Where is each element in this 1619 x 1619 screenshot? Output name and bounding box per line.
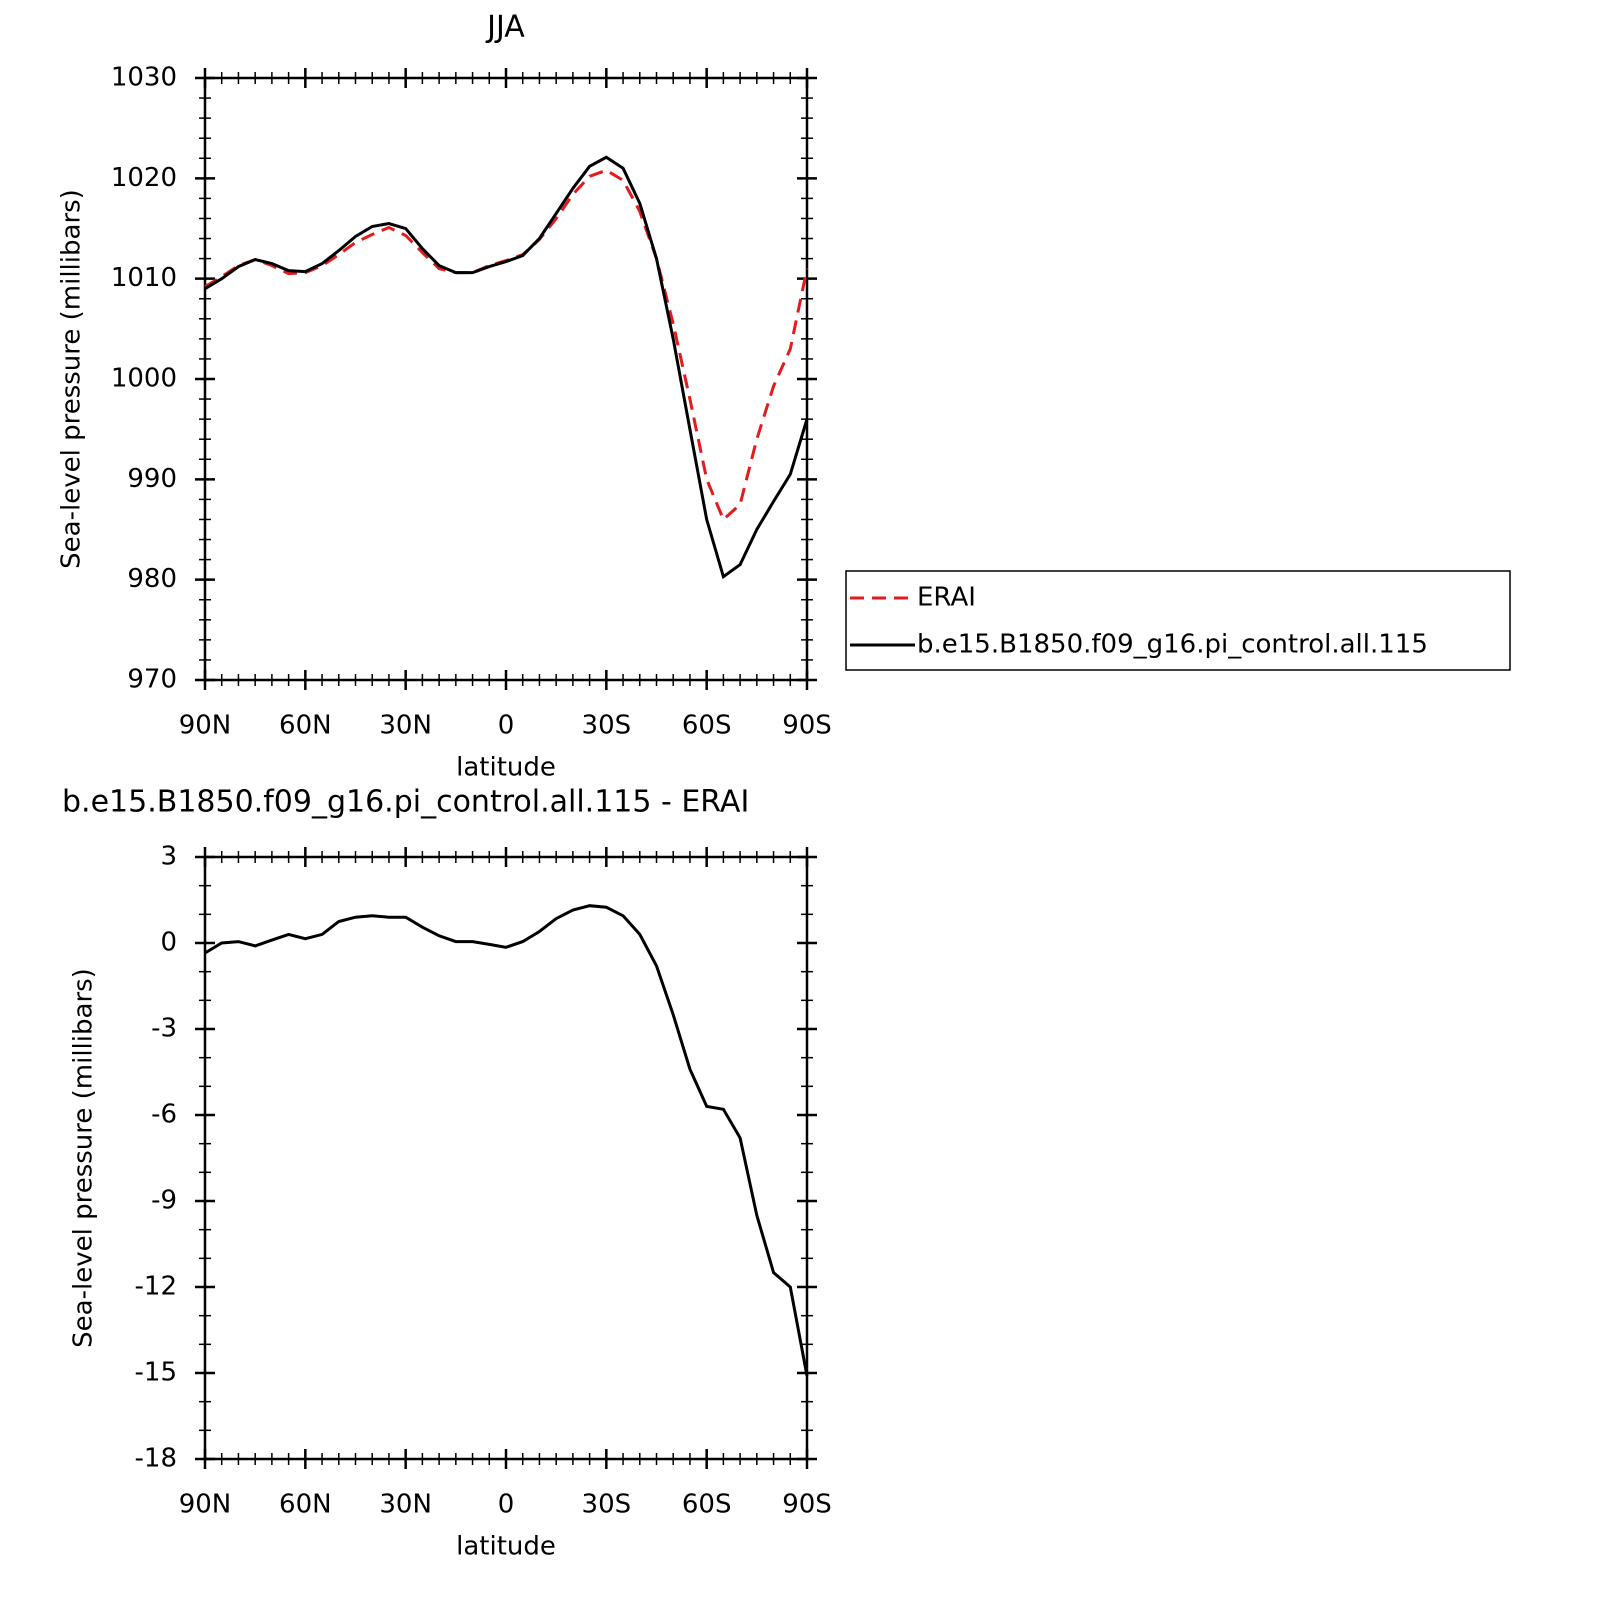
x-tick-label: 90S xyxy=(782,1490,832,1520)
x-tick-label: 60N xyxy=(279,711,332,741)
plot-frame xyxy=(203,76,809,682)
legend-label: ERAI xyxy=(917,583,976,613)
x-tick-label: 60S xyxy=(682,1490,732,1520)
x-tick-label: 60N xyxy=(279,1490,332,1520)
x-tick-label: 60S xyxy=(682,711,732,741)
x-tick-label: 90N xyxy=(179,711,232,741)
x-tick-label: 30N xyxy=(379,1490,432,1520)
x-tick-label: 30S xyxy=(582,1490,632,1520)
y-tick-label: -9 xyxy=(151,1186,177,1216)
data-line xyxy=(204,155,809,580)
y-tick-label: -15 xyxy=(135,1358,177,1388)
data-line xyxy=(204,168,809,523)
data-line xyxy=(204,904,809,1377)
y-axis-label: Sea-level pressure (millibars) xyxy=(57,189,87,569)
y-tick-label: -3 xyxy=(151,1014,177,1044)
x-axis-label: latitude xyxy=(456,753,556,783)
y-tick-label: 970 xyxy=(127,665,177,695)
x-tick-label: 90S xyxy=(782,711,832,741)
chart-title: b.e15.B1850.f09_g16.pi_control.all.115 -… xyxy=(62,785,749,820)
y-tick-label: -12 xyxy=(135,1272,177,1302)
x-tick-label: 30S xyxy=(582,711,632,741)
y-tick-label: 0 xyxy=(160,928,177,958)
chart-title: JJA xyxy=(485,10,525,45)
y-tick-label: -18 xyxy=(135,1444,177,1474)
x-tick-label: 30N xyxy=(379,711,432,741)
y-tick-label: 1010 xyxy=(111,263,177,293)
legend-label: b.e15.B1850.f09_g16.pi_control.all.115 xyxy=(917,630,1428,660)
x-tick-label: 0 xyxy=(498,711,515,741)
y-tick-label: 1020 xyxy=(111,163,177,193)
x-tick-label: 0 xyxy=(498,1490,515,1520)
y-tick-label: 3 xyxy=(160,842,177,872)
y-tick-label: -6 xyxy=(151,1100,177,1130)
x-tick-label: 90N xyxy=(179,1490,232,1520)
legend-box xyxy=(845,570,1511,671)
x-axis-label: latitude xyxy=(456,1532,556,1562)
y-tick-label: 990 xyxy=(127,464,177,494)
y-tick-label: 1030 xyxy=(111,63,177,93)
y-tick-label: 980 xyxy=(127,564,177,594)
y-tick-label: 1000 xyxy=(111,364,177,394)
y-axis-label: Sea-level pressure (millibars) xyxy=(69,968,99,1348)
